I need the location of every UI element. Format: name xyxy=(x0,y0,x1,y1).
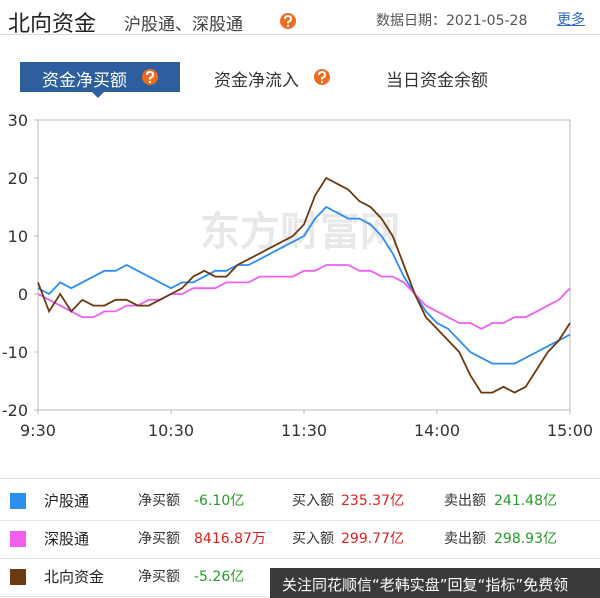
watermark: 东方财富网 xyxy=(200,209,400,255)
buy-value: 299.77亿 xyxy=(341,531,404,547)
sell-value: 298.93亿 xyxy=(494,531,557,547)
plot-frame xyxy=(37,119,571,411)
x-tick-label: 10:30 xyxy=(148,421,194,440)
series-line xyxy=(37,264,571,330)
subtitle: 沪股通、深股通 xyxy=(124,15,243,35)
help-icon[interactable] xyxy=(279,12,297,30)
title: 北向资金 xyxy=(8,12,97,37)
more-link[interactable]: 更多 xyxy=(557,12,585,28)
net-label: 净买额 xyxy=(138,569,180,585)
divider xyxy=(0,34,600,35)
net-value: 8416.87万 xyxy=(194,531,266,547)
y-tick-label: -10 xyxy=(2,343,28,362)
banner-text: 关注同花顺信“老韩实盘”回复“指标”免费领 xyxy=(282,576,569,594)
legend-swatch xyxy=(10,493,26,509)
sell-label: 卖出额 xyxy=(444,493,486,509)
tab[interactable]: 资金净流入 xyxy=(214,71,299,91)
y-tick-label: 10 xyxy=(8,227,28,246)
y-tick-label: 20 xyxy=(8,169,28,188)
net-label: 净买额 xyxy=(138,531,180,547)
legend-label: 北向资金 xyxy=(44,568,105,586)
tab[interactable]: 资金净买额 xyxy=(42,71,127,91)
series-line xyxy=(37,176,571,394)
sell-label: 卖出额 xyxy=(444,531,486,547)
net-value: -6.10亿 xyxy=(194,493,245,509)
y-tick-label: -20 xyxy=(2,401,28,420)
legend-swatch xyxy=(10,569,26,585)
legend-swatch xyxy=(10,531,26,547)
buy-value: 235.37亿 xyxy=(341,493,404,509)
series-line xyxy=(37,205,571,365)
buy-label: 买入额 xyxy=(292,531,334,547)
y-tick-label: 0 xyxy=(18,285,28,304)
tab[interactable]: 当日资金余额 xyxy=(386,71,488,91)
net-value: -5.26亿 xyxy=(194,569,245,585)
buy-label: 买入额 xyxy=(292,493,334,509)
tab-pointer xyxy=(90,90,106,98)
chart: 东方财富网 30 20 10 0 -10 -209:30 10:30 11:30 14:00 15… xyxy=(2,111,593,440)
legend-label: 深股通 xyxy=(44,530,90,548)
legend-label: 沪股通 xyxy=(44,492,90,510)
x-tick-label: 9:30 xyxy=(20,421,56,440)
net-label: 净买额 xyxy=(138,493,180,509)
help-icon[interactable] xyxy=(313,68,331,86)
sell-value: 241.48亿 xyxy=(494,493,557,509)
x-tick-label: 15:00 xyxy=(547,421,593,440)
row-divider xyxy=(0,558,600,559)
banner xyxy=(270,568,600,598)
table-top xyxy=(0,478,600,479)
help-icon[interactable] xyxy=(141,68,159,86)
y-tick-label: 30 xyxy=(8,111,28,130)
x-tick-label: 14:00 xyxy=(414,421,460,440)
date: 数据日期：2021-05-28 xyxy=(376,13,528,29)
x-tick-label: 11:30 xyxy=(281,421,327,440)
row-divider xyxy=(0,520,600,521)
